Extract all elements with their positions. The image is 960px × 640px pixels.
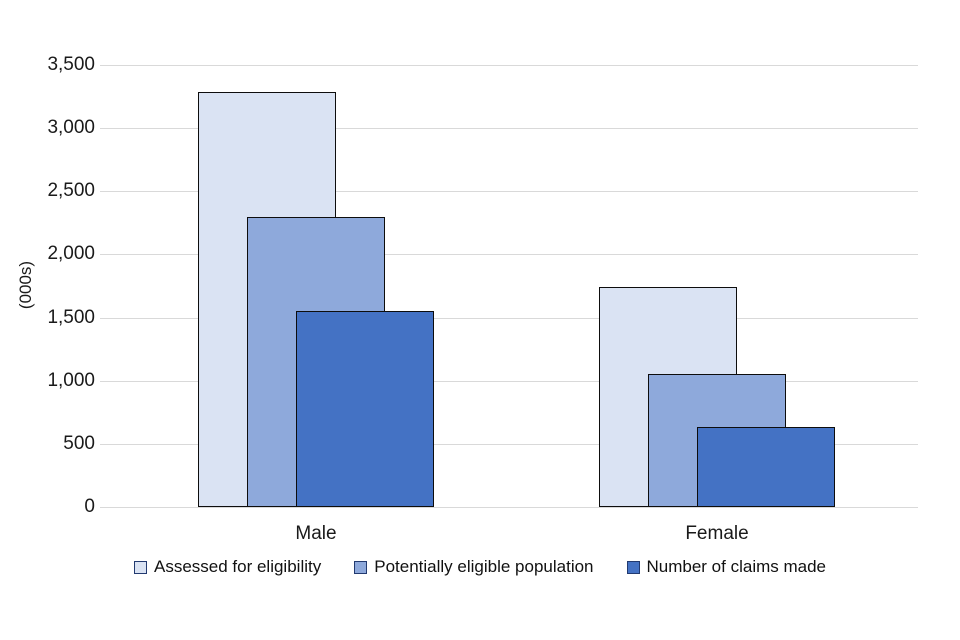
gridline <box>100 65 918 66</box>
y-tick-label: 0 <box>84 496 95 517</box>
legend-marker-icon <box>354 560 368 574</box>
gridline <box>100 191 918 193</box>
bar-female-number-of-claims-made <box>697 427 835 507</box>
gridline <box>100 380 918 382</box>
gridline <box>100 317 918 319</box>
legend-item-number-of-claims-made: Number of claims made <box>626 557 827 577</box>
gridline <box>100 507 918 508</box>
y-tick-label: 1,000 <box>47 369 95 391</box>
legend-item-potentially-eligible-population: Potentially eligible population <box>354 557 594 577</box>
y-tick-label: 3,000 <box>47 117 95 139</box>
legend-label: Assessed for eligibility <box>153 557 322 576</box>
y-tick-label: 500 <box>63 432 95 454</box>
category-label-male: Male <box>295 523 337 544</box>
bar-male-number-of-claims-made <box>296 311 434 507</box>
y-tick-label: 3,500 <box>47 54 95 75</box>
gridline <box>100 254 918 256</box>
category-label-female: Female <box>685 523 749 544</box>
legend-marker-icon <box>626 560 640 574</box>
legend-item-assessed-for-eligibility: Assessed for eligibility <box>133 557 322 577</box>
legend-label: Number of claims made <box>646 557 827 576</box>
legend-marker-icon <box>133 560 147 574</box>
gridline <box>100 128 918 130</box>
legend-label: Potentially eligible population <box>374 557 594 576</box>
legend: Assessed for eligibility Potentially elig… <box>0 557 960 577</box>
y-tick-label: 2,000 <box>47 243 95 265</box>
gridline <box>100 443 918 445</box>
y-tick-label: 2,500 <box>47 180 95 202</box>
y-tick-label: 1,500 <box>47 306 95 328</box>
